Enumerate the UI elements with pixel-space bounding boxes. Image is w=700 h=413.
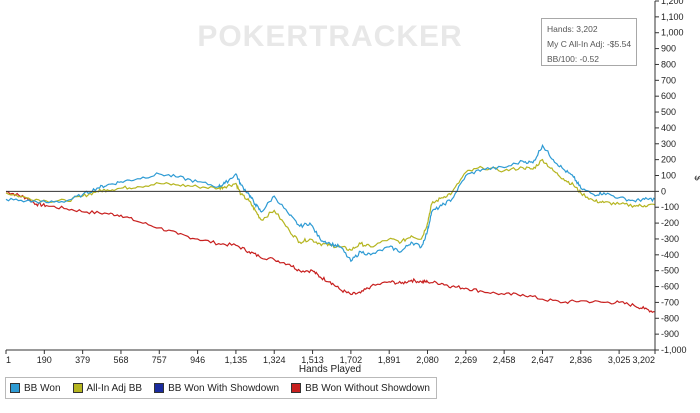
y-tick-label: -500: [661, 266, 679, 276]
y-tick-label: 800: [661, 59, 676, 69]
x-tick-label: 1: [6, 355, 11, 365]
x-tick-label: 3,202: [632, 355, 655, 365]
legend-item-all-in-adj-bb[interactable]: All-In Adj BB: [72, 382, 143, 394]
watermark-text: POKERTRACKER: [197, 20, 462, 53]
series-line-all-in-adj-bb: [5, 158, 656, 252]
x-tick-label: 2,836: [570, 355, 593, 365]
x-tick-label: 2,269: [455, 355, 478, 365]
series-line-bb-won-without-showdown: [5, 190, 656, 314]
x-tick-label: 190: [37, 355, 52, 365]
y-tick-label: 1,200: [661, 0, 684, 6]
y-tick-label: 900: [661, 44, 676, 54]
legend-item-bb-won[interactable]: BB Won: [10, 383, 61, 394]
legend-item-bb-won-without-showdown[interactable]: BB Won Without Showdown: [291, 383, 430, 394]
tooltip-adj: My C All-In Adj: -$5.54: [547, 39, 632, 49]
tooltip-bb100: BB/100: -0.52: [547, 54, 599, 64]
y-tick-label: -1,000: [661, 345, 687, 355]
y-tick-label: 100: [661, 171, 676, 181]
x-tick-label: 1,891: [378, 355, 401, 365]
y-tick-label: -600: [661, 282, 679, 292]
series-layer: [5, 143, 656, 314]
legend-swatch-bb-won-without-showdown: [291, 383, 302, 393]
y-tick-label: -800: [661, 313, 679, 323]
x-tick-label: 2,647: [531, 355, 554, 365]
x-axis-title: Hands Played: [299, 364, 361, 375]
x-tick-label: 3,025: [608, 355, 631, 365]
y-tick-label: 700: [661, 75, 676, 85]
y-tick-label: -700: [661, 297, 679, 307]
legend-swatch-bb-won: [10, 383, 20, 393]
tooltip-hands: Hands: 3,202: [547, 24, 598, 34]
y-tick-label: 0: [661, 186, 666, 196]
x-tick-label: 379: [75, 355, 90, 365]
legend-swatch-all-in-adj-bb: [72, 383, 83, 393]
y-tick-label: -300: [661, 234, 679, 244]
y-axis-title: $: [693, 175, 700, 180]
legend-swatch-bb-won-with-showdown: [154, 383, 165, 393]
x-tick-label: 946: [190, 355, 205, 365]
y-tick-label: -100: [661, 202, 679, 212]
legend-label-bb-won: BB Won: [24, 382, 61, 394]
y-tick-label: -200: [661, 218, 679, 228]
y-tick-label: 300: [661, 139, 676, 149]
series-line-bb-won: [5, 143, 656, 263]
y-tick-label: 200: [661, 155, 676, 165]
y-tick-label: -400: [661, 250, 679, 260]
legend: BB Won All-In Adj BB BB Won With Showdow…: [5, 377, 437, 399]
x-tick-label: 1,135: [225, 355, 248, 365]
y-tick-label: 600: [661, 91, 676, 101]
x-tick-label: 1,702: [340, 355, 363, 365]
legend-label-all-in-adj-bb: All-In Adj BB: [86, 382, 143, 394]
x-tick-label: 1,324: [263, 355, 286, 365]
legend-label-bb-won-with-showdown: BB Won With Showdown: [168, 382, 280, 394]
y-tick-label: -900: [661, 329, 679, 339]
legend-item-bb-won-with-showdown[interactable]: BB Won With Showdown: [154, 383, 279, 394]
hover-tooltip: Hands: 3,202 My C All-In Adj: -$5.54 BB/…: [541, 18, 637, 66]
x-tick-label: 568: [113, 355, 128, 365]
x-axis: 1 190 379 568 757 946 1,135 1,324 1,513 1,702 1,89…: [5, 350, 656, 365]
x-tick-label: 2,080: [416, 355, 439, 365]
x-tick-label: 1,513: [301, 355, 324, 365]
x-tick-label: 757: [152, 355, 167, 365]
y-tick-label: 1,000: [661, 28, 684, 38]
watermark: POKERTRACKER: [197, 20, 462, 53]
y-axis: 1,200 1,100 1,000 900 800 700 600 500 400 300 200 1…: [655, 0, 687, 355]
y-tick-label: 400: [661, 123, 676, 133]
legend-label-bb-won-without-showdown: BB Won Without Showdown: [305, 382, 430, 394]
y-tick-label: 1,100: [661, 12, 684, 22]
y-tick-label: 500: [661, 107, 676, 117]
x-tick-label: 2,458: [493, 355, 516, 365]
